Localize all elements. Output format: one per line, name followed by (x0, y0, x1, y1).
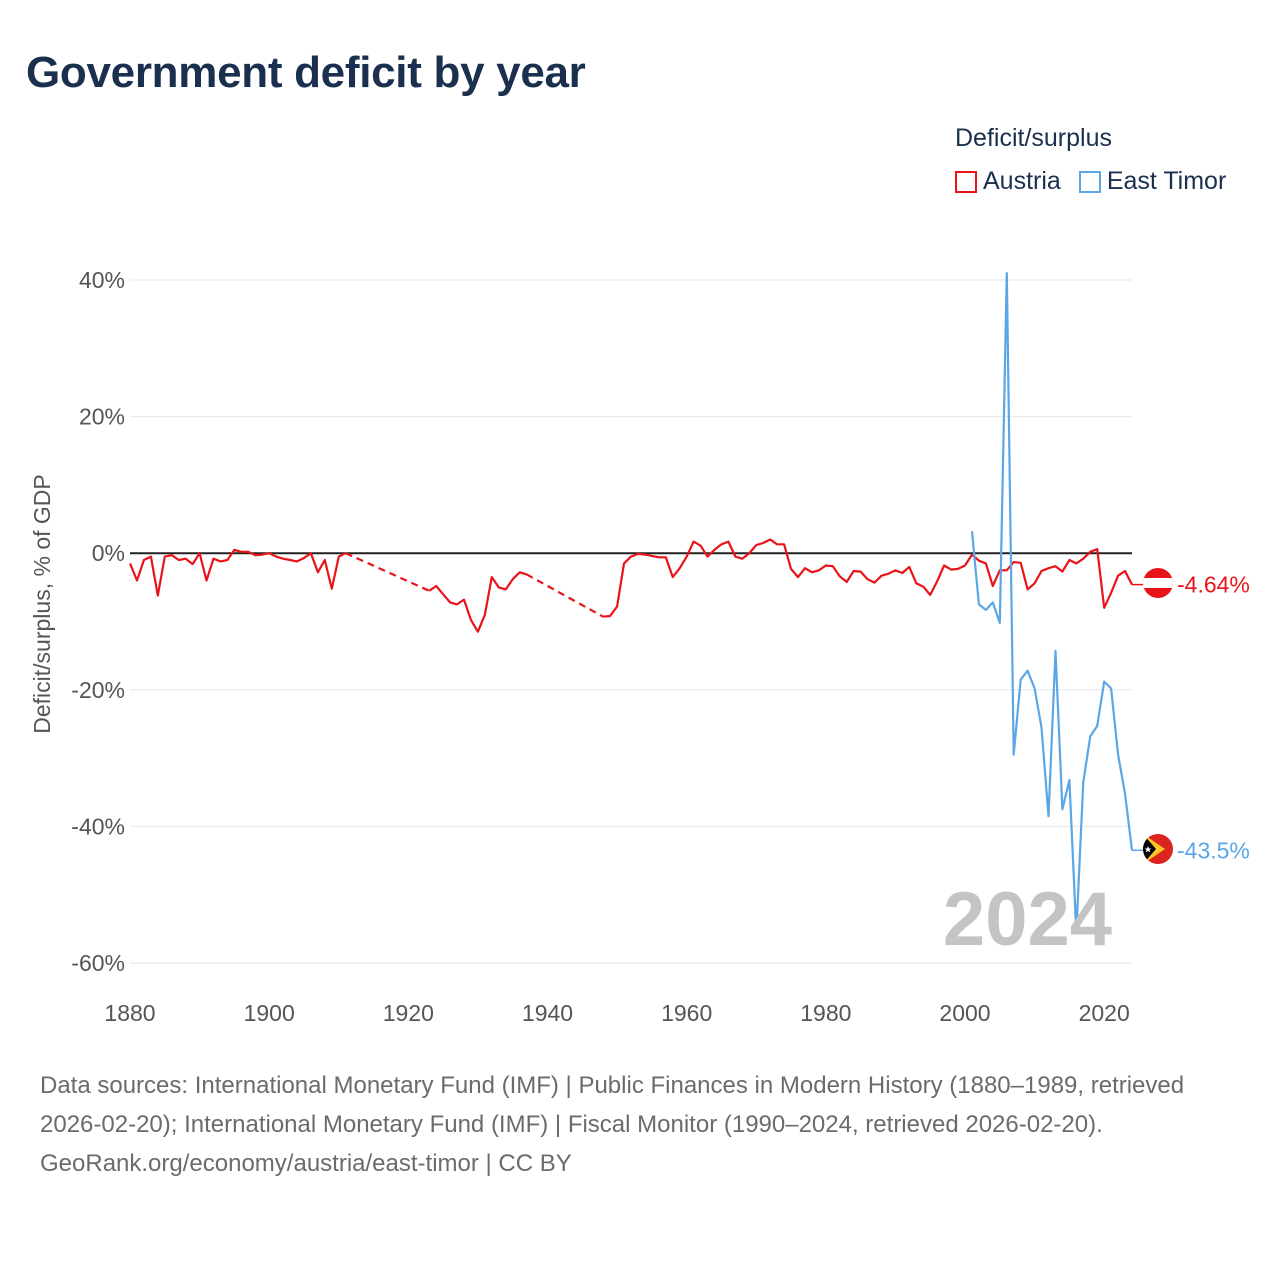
series-line-austria (345, 552, 430, 592)
series-line-austria (128, 548, 347, 597)
x-tick-label: 1900 (244, 1000, 295, 1026)
legend-swatch-austria (955, 170, 977, 193)
legend-title: Deficit/surplus (955, 124, 1112, 152)
end-value-label-east-timor: -43.5% (1177, 837, 1250, 863)
legend-item-austria[interactable]: Austria (955, 167, 1061, 196)
east-timor-flag-icon (1143, 834, 1173, 864)
x-tick-label: 1980 (800, 1000, 851, 1026)
legend-item-east-timor[interactable]: East Timor (1078, 167, 1227, 196)
y-axis-label: Deficit/surplus, % of GDP (29, 474, 55, 733)
y-tick-label: 0% (92, 540, 125, 566)
y-tick-label: -20% (71, 677, 125, 703)
x-tick-label: 2000 (939, 1000, 990, 1026)
year-watermark: 2024 (943, 877, 1112, 962)
series-line-austria (603, 538, 1133, 618)
x-tick-label: 1940 (522, 1000, 573, 1026)
legend-swatch-east-timor (1078, 170, 1101, 193)
line-chart: 40% 20% 0% -20% -40% -60% 1880 1900 1920 1940 1960… (29, 267, 1250, 1026)
x-tick-label: 1880 (104, 1000, 155, 1026)
y-tick-label: 40% (79, 267, 125, 293)
page-title: Government deficit by year (26, 48, 586, 97)
series-line-austria (526, 573, 604, 618)
legend-label-east-timor: East Timor (1106, 167, 1227, 195)
series-line-east-timor (970, 272, 1134, 934)
legend-label-austria: Austria (983, 167, 1061, 195)
x-tick-label: 2020 (1079, 1000, 1130, 1026)
y-tick-label: -40% (71, 813, 125, 839)
end-value-label-austria: -4.64% (1177, 572, 1250, 598)
series-line-austria (428, 571, 527, 633)
x-tick-label: 1920 (383, 1000, 434, 1026)
credit-link[interactable]: GeoRank.org/economy/austria/east-timor |… (40, 1150, 572, 1177)
x-tick-label: 1960 (661, 1000, 712, 1026)
austria-flag-icon (1143, 568, 1173, 598)
legend: Deficit/surplus Austria East Timor (955, 124, 1226, 196)
y-tick-label: 20% (79, 404, 125, 430)
y-tick-label: -60% (71, 950, 125, 976)
footer: Data sources: International Monetary Fun… (40, 1066, 1240, 1183)
data-sources: Data sources: International Monetary Fun… (40, 1072, 1185, 1138)
